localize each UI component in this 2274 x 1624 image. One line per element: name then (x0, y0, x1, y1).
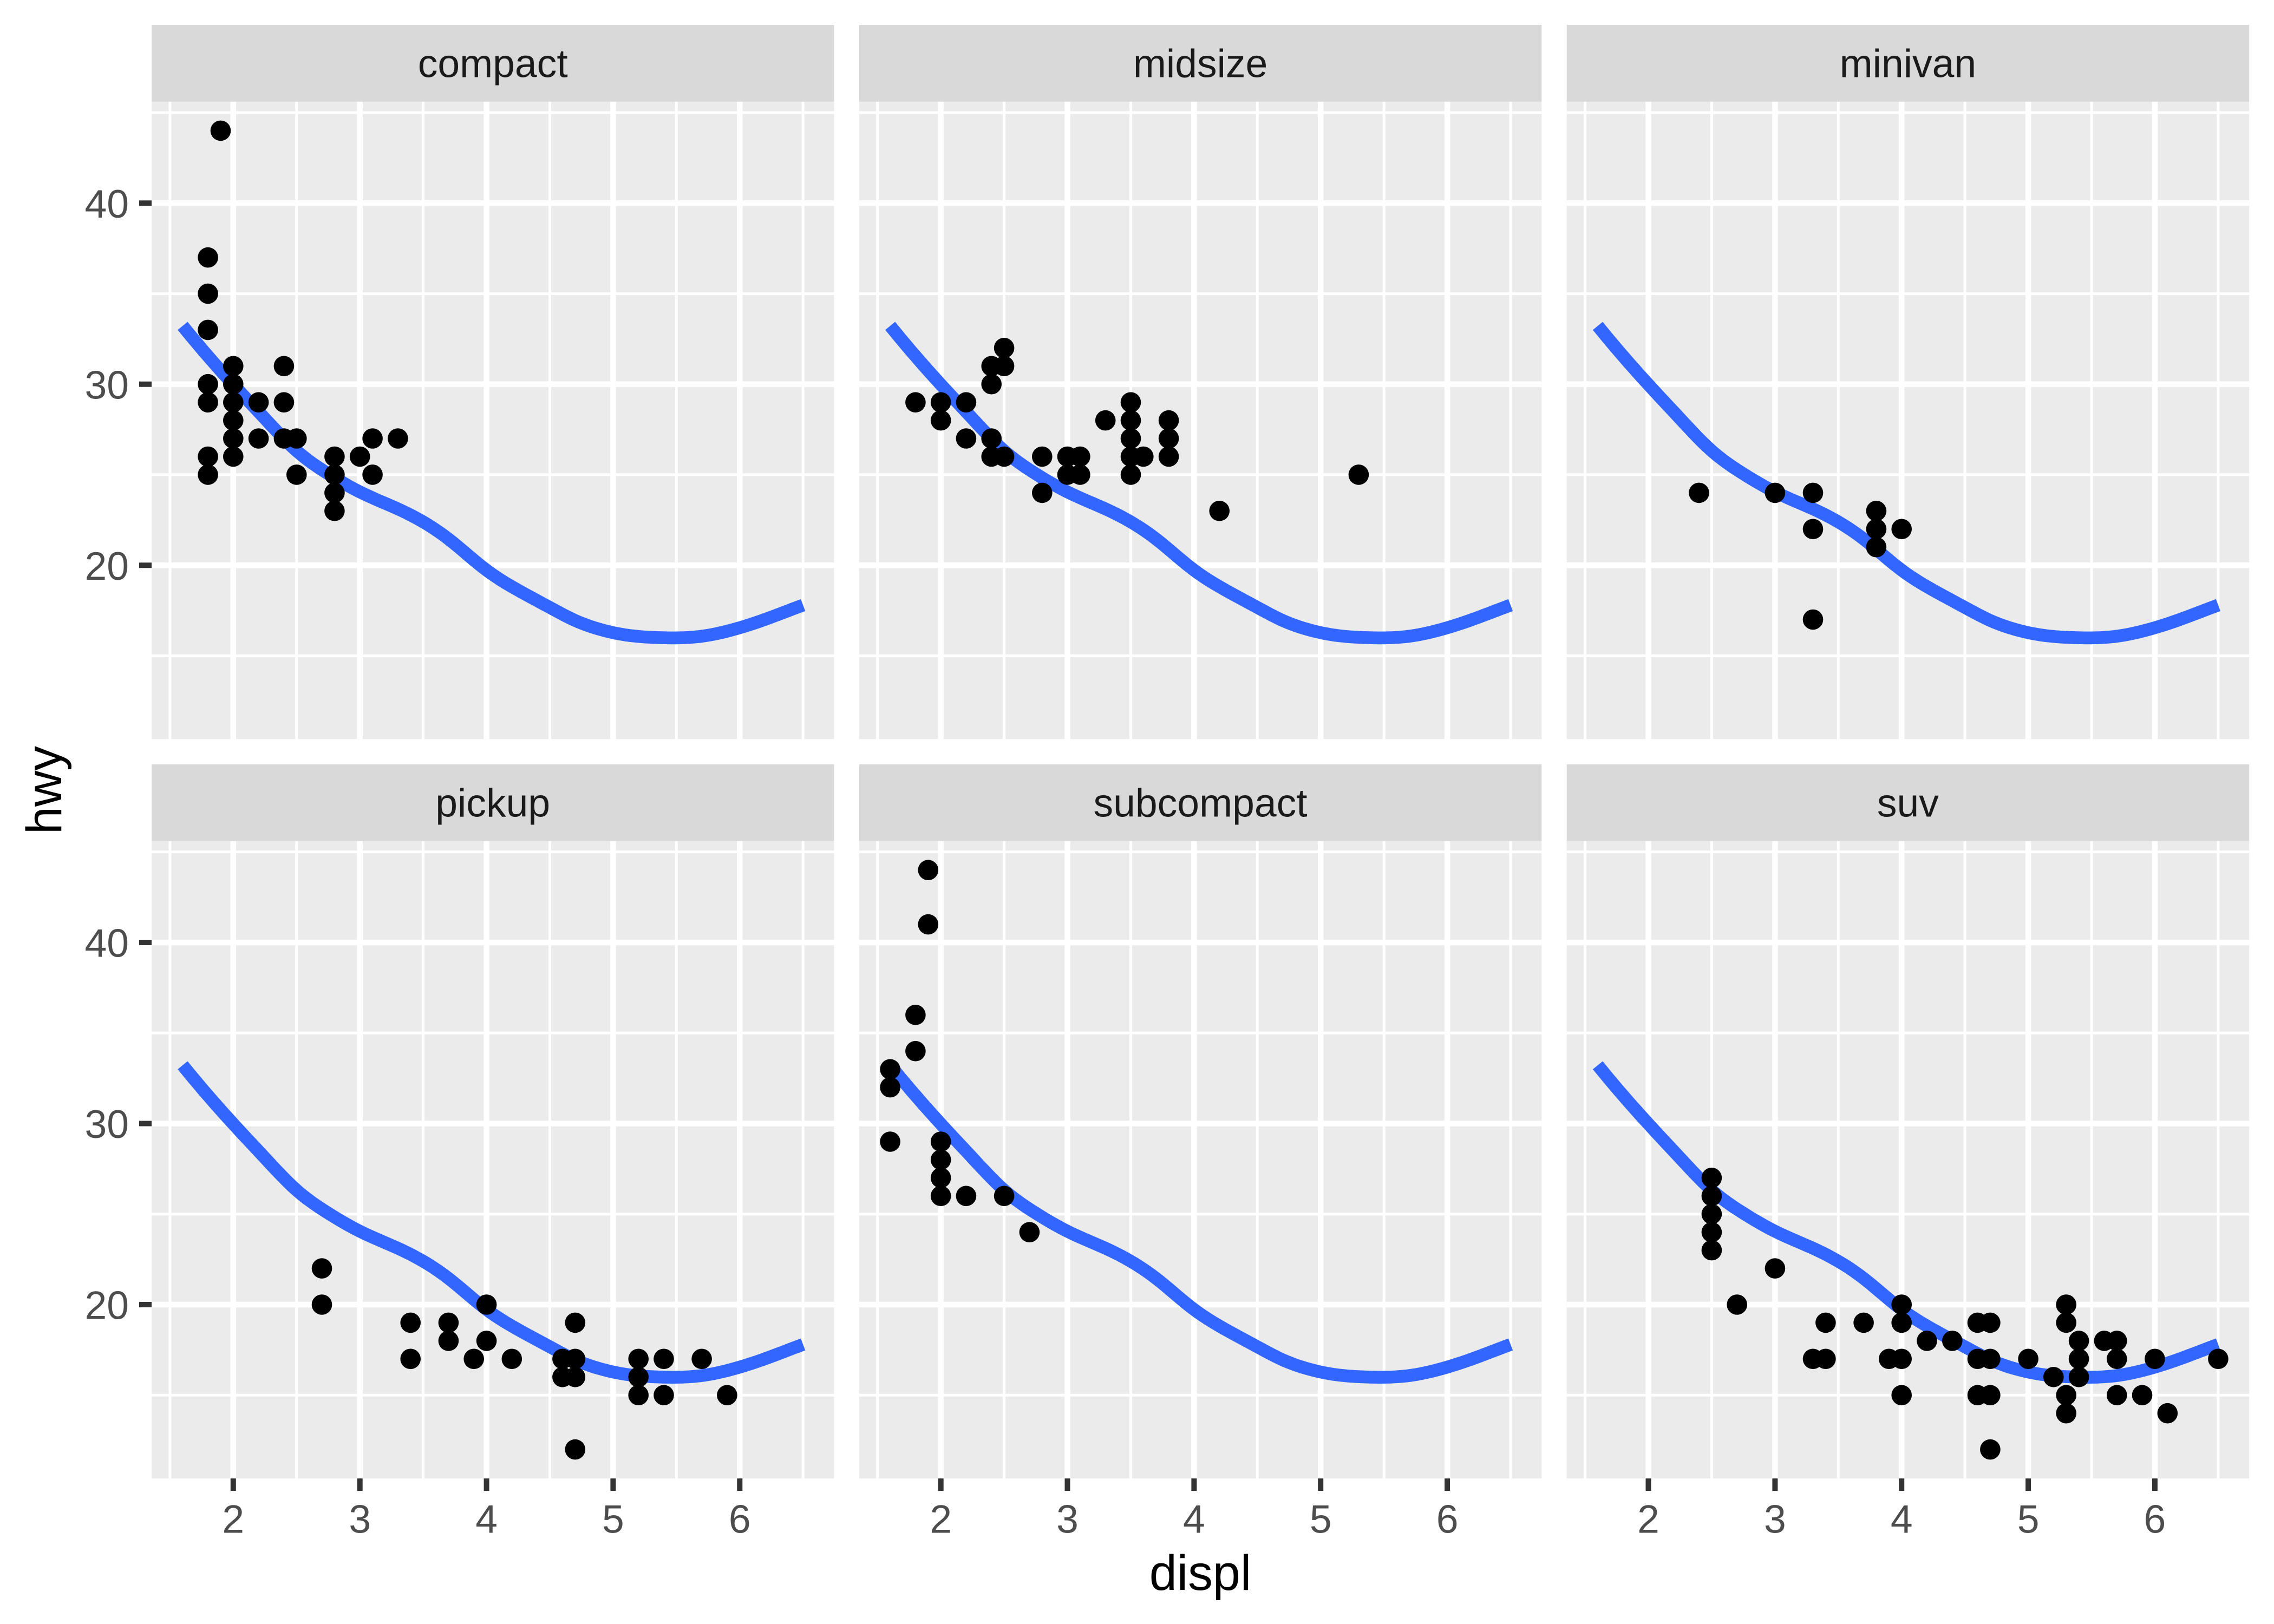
svg-text:6: 6 (2144, 1497, 2166, 1541)
svg-text:20: 20 (84, 1284, 129, 1328)
svg-text:2: 2 (1637, 1497, 1659, 1541)
svg-text:2: 2 (222, 1497, 244, 1541)
svg-text:30: 30 (84, 1102, 129, 1147)
svg-text:4: 4 (475, 1497, 498, 1541)
svg-text:40: 40 (84, 921, 129, 966)
svg-text:subcompact: subcompact (1093, 781, 1307, 825)
svg-text:6: 6 (729, 1497, 751, 1541)
svg-text:4: 4 (1891, 1497, 1913, 1541)
svg-text:compact: compact (418, 42, 568, 86)
svg-text:3: 3 (349, 1497, 371, 1541)
svg-text:5: 5 (602, 1497, 624, 1541)
svg-text:pickup: pickup (435, 781, 550, 825)
svg-text:20: 20 (84, 544, 129, 588)
svg-text:displ: displ (1149, 1546, 1252, 1601)
svg-text:midsize: midsize (1133, 42, 1267, 86)
svg-text:30: 30 (84, 363, 129, 407)
svg-text:hwy: hwy (17, 746, 72, 834)
svg-text:2: 2 (930, 1497, 952, 1541)
svg-text:minivan: minivan (1840, 42, 1977, 86)
svg-text:suv: suv (1877, 781, 1939, 825)
svg-text:5: 5 (1310, 1497, 1332, 1541)
svg-text:3: 3 (1764, 1497, 1786, 1541)
svg-text:6: 6 (1436, 1497, 1459, 1541)
svg-text:4: 4 (1183, 1497, 1205, 1541)
svg-text:40: 40 (84, 182, 129, 226)
svg-text:3: 3 (1056, 1497, 1079, 1541)
svg-text:5: 5 (2017, 1497, 2040, 1541)
